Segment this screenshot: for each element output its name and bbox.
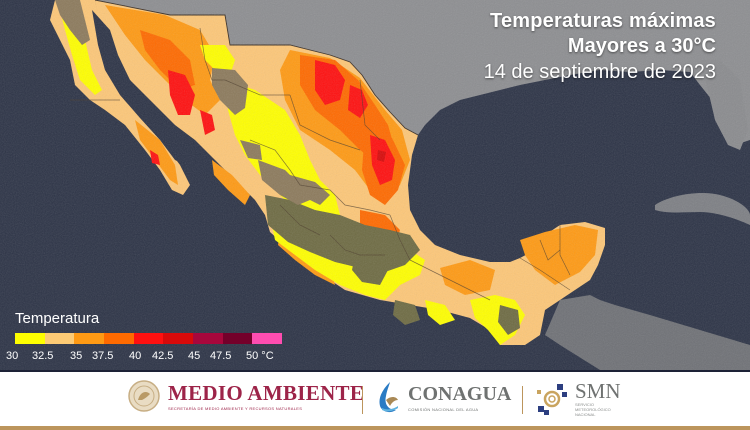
medio-ambiente-name: MEDIO AMBIENTE [168, 380, 365, 405]
legend-tick: 35 [70, 350, 83, 362]
usa-land [95, 0, 750, 145]
smn-subtitle: SERVICIO METEOROLÓGICO NACIONAL [575, 402, 611, 417]
legend-tick: 42.5 [152, 350, 174, 362]
legend-swatch-42-5 [163, 333, 194, 344]
logo-divider [522, 386, 523, 414]
zone-42-5 [377, 150, 386, 162]
mexico-coat-of-arms-icon [128, 380, 160, 412]
map-graphic [50, 0, 750, 370]
footer-logos: MEDIO AMBIENTE SECRETARÍA DE MEDIO AMBIE… [0, 370, 750, 430]
legend-tick: 50 °C [246, 350, 274, 362]
cuba-land [655, 193, 750, 225]
map-date: 14 de septiembre de 2023 [483, 61, 716, 83]
legend-tick: 47.5 [210, 350, 232, 362]
florida-land [700, 60, 748, 150]
temperature-map: Temperaturas máximas Mayores a 30°C 14 d… [0, 0, 750, 370]
below-threshold-areas [265, 195, 520, 335]
legend-tick: 32.5 [32, 350, 54, 362]
legend-tick: 40 [129, 350, 142, 362]
legend-swatch-32-5 [44, 333, 75, 344]
legend-swatch-40 [133, 333, 164, 344]
central-america-land [545, 295, 750, 370]
medio-ambiente-subtitle: SECRETARÍA DE MEDIO AMBIENTE Y RECURSOS … [168, 405, 303, 411]
us-border [94, 0, 419, 136]
footer-gold-line [0, 426, 750, 430]
medio-ambiente-logo: MEDIO AMBIENTE SECRETARÍA DE MEDIO AMBIE… [128, 380, 364, 412]
map-title-block: Temperaturas máximas Mayores a 30°C 14 d… [484, 8, 716, 85]
map-title: Temperaturas máximas [490, 10, 716, 32]
smn-logo: SMN SERVICIO METEOROLÓGICO NACIONAL [535, 380, 621, 417]
conagua-logo: CONAGUA COMISIÓN NACIONAL DEL AGUA [376, 380, 511, 414]
legend-swatch-47-5 [222, 333, 253, 344]
smn-spiral-gear-icon [537, 383, 567, 415]
gulf-of-california [92, 10, 185, 165]
legend-title: Temperatura [15, 310, 100, 327]
legend-swatch-45 [193, 333, 223, 344]
smn-name: SMN [575, 379, 621, 403]
conagua-name: CONAGUA [408, 382, 512, 405]
state-borders [70, 27, 571, 301]
legend-swatch-50 [252, 333, 283, 344]
legend-tick: 45 [188, 350, 201, 362]
temperature-legend: Temperatura 30 32.5 35 37.5 40 42.5 45 4… [6, 310, 302, 366]
conagua-wave-icon [379, 382, 398, 413]
legend-color-bar [15, 333, 283, 344]
map-subtitle: Mayores a 30°C [567, 35, 716, 57]
legend-tick: 37.5 [92, 350, 114, 362]
conagua-subtitle: COMISIÓN NACIONAL DEL AGUA [408, 406, 479, 412]
legend-tick-labels: 30 32.5 35 37.5 40 42.5 45 47.5 50 °C [6, 350, 302, 366]
legend-swatch-37-5 [104, 333, 134, 344]
legend-tick: 30 [6, 350, 19, 362]
logo-divider [362, 386, 363, 414]
legend-swatch-35 [74, 333, 105, 344]
legend-swatch-30 [15, 333, 45, 344]
